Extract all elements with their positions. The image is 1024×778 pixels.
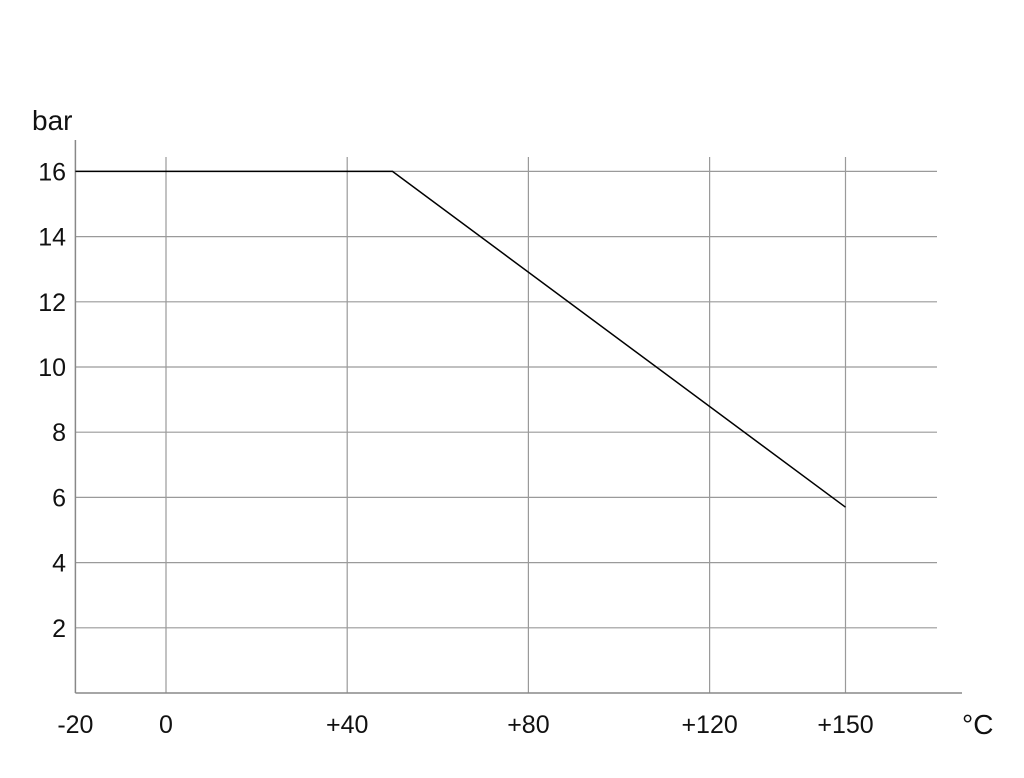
x-tick-label: +120 bbox=[681, 711, 737, 739]
y-tick-label: 10 bbox=[38, 354, 66, 382]
y-tick-label: 6 bbox=[52, 484, 66, 512]
grid bbox=[75, 157, 937, 693]
x-axis-label: °C bbox=[962, 709, 993, 740]
x-tick-label: +150 bbox=[817, 711, 873, 739]
y-axis-label: bar bbox=[32, 105, 72, 136]
y-tick-label: 16 bbox=[38, 158, 66, 186]
y-tick-labels: 2 4 6 8 10 12 14 16 bbox=[38, 158, 66, 642]
x-tick-label: +80 bbox=[507, 711, 549, 739]
x-tick-labels: -20 0 +40 +80 +120 +150 bbox=[57, 711, 873, 739]
x-tick-label: +40 bbox=[326, 711, 368, 739]
y-tick-label: 2 bbox=[52, 615, 66, 643]
series-line bbox=[75, 170, 846, 508]
x-tick-label: 0 bbox=[159, 711, 173, 739]
x-tick-label: -20 bbox=[57, 711, 93, 739]
y-tick-label: 12 bbox=[38, 289, 66, 317]
y-tick-label: 8 bbox=[52, 419, 66, 447]
y-tick-label: 4 bbox=[52, 550, 66, 578]
y-tick-label: 14 bbox=[38, 224, 66, 252]
series bbox=[75, 170, 846, 508]
